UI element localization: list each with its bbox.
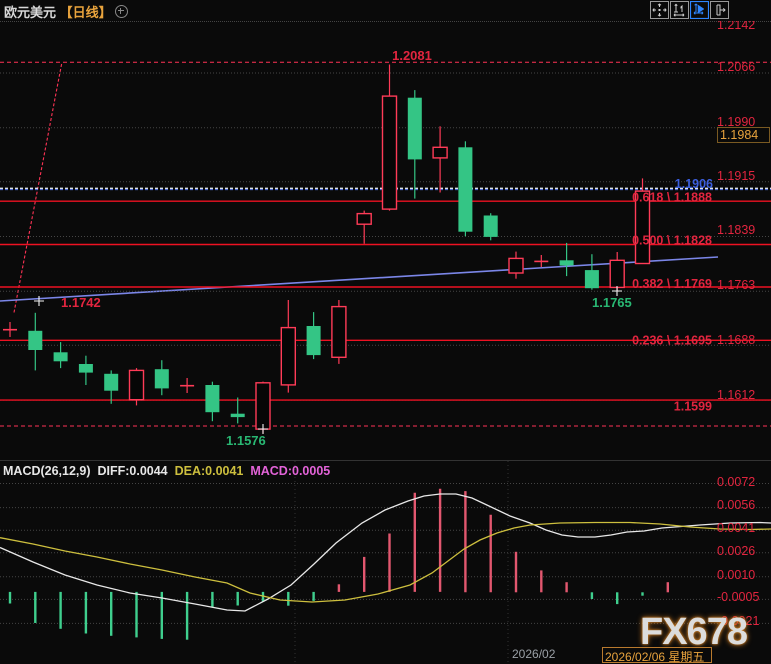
svg-text:1.1765: 1.1765: [592, 295, 632, 310]
svg-text:1.2081: 1.2081: [392, 48, 432, 63]
svg-text:1.1599: 1.1599: [674, 400, 712, 414]
svg-text:0.618 \ 1.1888: 0.618 \ 1.1888: [632, 191, 712, 205]
svg-text:1.1576: 1.1576: [226, 433, 266, 448]
svg-text:0.382 \ 1.1769: 0.382 \ 1.1769: [632, 277, 712, 291]
svg-text:0.500 \ 1.1828: 0.500 \ 1.1828: [632, 234, 712, 248]
svg-text:1.1906: 1.1906: [675, 177, 713, 191]
svg-text:1.1742: 1.1742: [61, 295, 101, 310]
svg-text:0.236 \ 1.1695: 0.236 \ 1.1695: [632, 333, 712, 347]
